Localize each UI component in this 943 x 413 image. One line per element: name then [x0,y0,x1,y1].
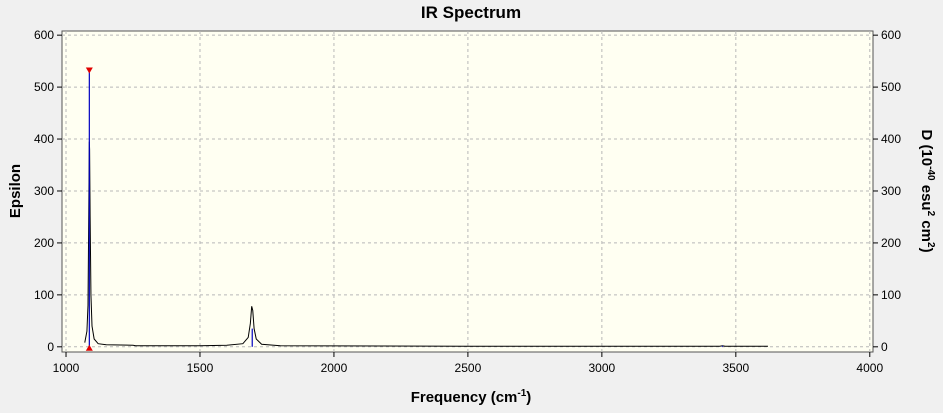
y-tick-label: 400 [34,132,54,146]
label-part: D (10 [918,129,935,166]
y-axis-label: Epsilon [7,164,24,218]
y2-tick-label: 500 [881,80,901,94]
x-tick-label: 3000 [589,361,616,375]
label-part: cm [918,216,935,242]
label-part: 2 [925,242,936,248]
x-tick-label: 1500 [187,361,214,375]
y2-axis-label: D (10-40 esu2 cm2) [918,129,936,252]
y-tick-label: 500 [34,80,54,94]
label-part: ) [526,389,531,406]
y-tick-label: 600 [34,28,54,42]
y2-tick-label: 0 [881,340,888,354]
y-tick-label: 300 [34,184,54,198]
label-part: -1 [517,388,526,399]
y-tick-label: 0 [47,340,54,354]
y2-tick-label: 600 [881,28,901,42]
label-part: -40 [925,166,936,181]
label-part: Frequency (cm [411,389,518,406]
label-part: esu [918,181,935,211]
selection-marker [85,67,93,74]
y-tick-label: 200 [34,236,54,250]
x-tick-label: 2000 [321,361,348,375]
label-part: 2 [925,211,936,217]
chart-title: IR Spectrum [421,3,521,22]
x-tick-label: 2500 [455,361,482,375]
y2-tick-label: 200 [881,236,901,250]
label-part: ) [918,248,935,253]
y2-tick-label: 100 [881,288,901,302]
selection-marker [85,344,93,351]
x-axis-label: Frequency (cm-1) [411,388,532,406]
x-tick-label: 4000 [856,361,883,375]
y2-tick-label: 300 [881,184,901,198]
y-tick-label: 100 [34,288,54,302]
x-tick-label: 3500 [722,361,749,375]
x-tick-label: 1000 [53,361,80,375]
plot-area [61,30,874,353]
y2-tick-label: 400 [881,132,901,146]
